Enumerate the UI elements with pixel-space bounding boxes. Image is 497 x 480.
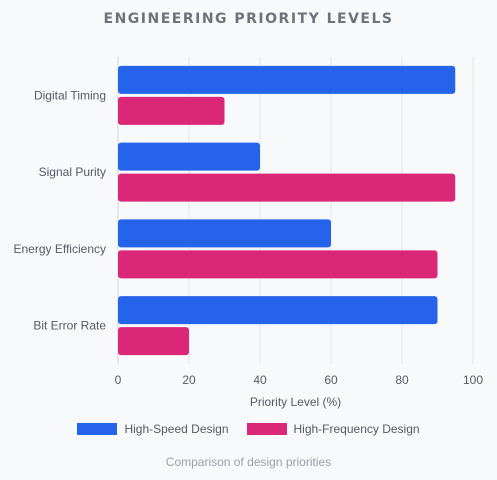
legend-item-high-frequency[interactable]: High-Frequency Design [246,422,420,436]
category-label-energy-efficiency: Energy Efficiency [14,242,107,256]
bar-digital-timing-high-speed [118,65,456,94]
category-label-bit-error-rate: Bit Error Rate [33,319,106,333]
x-tick-label-40: 40 [253,373,267,387]
x-tick-label-100: 100 [463,373,483,387]
legend-label-high-speed: High-Speed Design [124,422,229,436]
x-tick-label-0: 0 [115,373,122,387]
x-tick-label-60: 60 [324,373,338,387]
bar-digital-timing-high-frequency [118,96,225,125]
x-tick-label-80: 80 [395,373,409,387]
chart-title: ENGINEERING PRIORITY LEVELS [103,11,394,27]
bar-bit-error-rate-high-speed [118,296,438,325]
bar-signal-purity-high-speed [118,142,260,171]
category-label-signal-purity: Signal Purity [39,165,106,179]
category-label-digital-timing: Digital Timing [34,88,106,102]
x-axis-title: Priority Level (%) [250,395,341,409]
chart-caption: Comparison of design priorities [165,455,332,469]
bar-signal-purity-high-frequency [118,173,456,202]
bar-energy-efficiency-high-frequency [118,250,438,279]
legend-swatch-high-frequency [246,423,287,435]
bar-energy-efficiency-high-speed [118,219,331,248]
legend-item-high-speed[interactable]: High-Speed Design [77,422,229,436]
chart-legend: High-Speed Design High-Frequency Design [0,422,497,436]
legend-swatch-high-speed [77,423,118,435]
bar-bit-error-rate-high-frequency [118,327,189,356]
legend-label-high-frequency: High-Frequency Design [293,422,420,436]
x-tick-label-20: 20 [182,373,196,387]
